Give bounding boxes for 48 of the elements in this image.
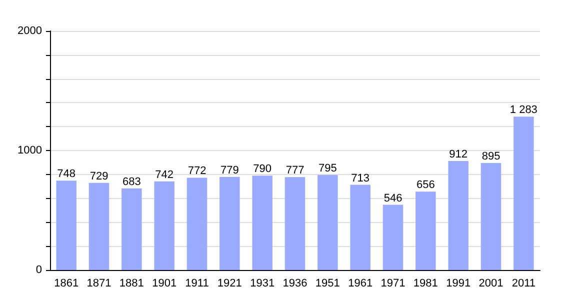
x-tick-label: 2001 xyxy=(478,278,504,290)
x-tick-label: 1871 xyxy=(86,278,112,290)
bar xyxy=(350,184,370,270)
bar xyxy=(186,178,208,270)
bar xyxy=(448,161,468,270)
bar xyxy=(382,204,404,270)
bar xyxy=(220,176,240,270)
y-tick-label: 2000 xyxy=(18,25,42,37)
x-tick-label: 1971 xyxy=(380,278,406,290)
x-tick-label: 1961 xyxy=(348,278,373,290)
bar xyxy=(56,180,76,270)
x-tick-label: 1901 xyxy=(152,278,177,290)
data-label: 546 xyxy=(384,192,402,204)
bar xyxy=(252,176,272,270)
x-tick-label: 2011 xyxy=(512,278,536,290)
data-label: 656 xyxy=(416,179,435,192)
data-label: 912 xyxy=(449,148,468,161)
bar xyxy=(480,163,502,270)
bar xyxy=(514,116,534,270)
data-label: 777 xyxy=(286,164,304,177)
data-label: 713 xyxy=(351,172,370,184)
bar xyxy=(318,175,338,270)
x-tick-label: 1931 xyxy=(250,278,275,290)
bar xyxy=(284,177,306,270)
data-label: 683 xyxy=(122,176,141,188)
data-label: 772 xyxy=(188,165,206,178)
bar xyxy=(122,188,142,270)
data-label: 742 xyxy=(155,168,174,181)
x-tick-label: 1936 xyxy=(282,278,308,290)
x-tick-label: 1911 xyxy=(185,278,209,290)
x-tick-label: 1951 xyxy=(315,278,340,290)
x-tick-label: 1861 xyxy=(54,278,79,290)
data-label: 729 xyxy=(90,170,108,182)
data-label: 1 283 xyxy=(510,104,538,116)
data-label: 748 xyxy=(57,168,76,180)
x-tick-label: 1991 xyxy=(446,278,471,290)
y-tick-label: 0 xyxy=(36,264,42,276)
data-label: 895 xyxy=(482,150,500,163)
x-tick-label: 1921 xyxy=(217,278,242,290)
bar xyxy=(154,181,174,270)
y-tick-label: 1000 xyxy=(18,144,42,156)
data-label: 779 xyxy=(220,164,239,176)
data-label: 790 xyxy=(253,163,272,176)
x-tick-label: 1981 xyxy=(413,278,438,290)
data-label: 795 xyxy=(318,162,337,174)
x-tick-label: 1881 xyxy=(119,278,144,290)
bar xyxy=(88,182,110,270)
bar xyxy=(416,192,436,270)
